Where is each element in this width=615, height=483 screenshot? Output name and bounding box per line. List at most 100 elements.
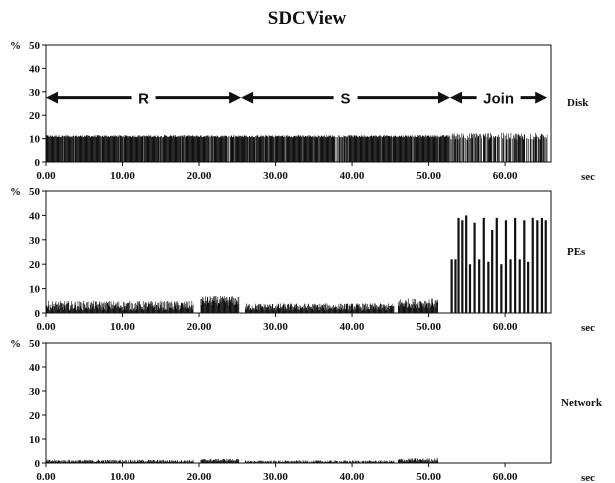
bar: [56, 137, 58, 162]
bar: [399, 300, 400, 313]
bar: [280, 303, 281, 313]
bar: [261, 307, 263, 313]
bar: [205, 137, 206, 162]
bar: [541, 133, 542, 162]
bar: [390, 461, 391, 463]
bar: [132, 461, 134, 463]
bar: [218, 461, 220, 463]
bar: [368, 137, 369, 162]
bar: [453, 133, 455, 162]
bar: [188, 135, 189, 162]
bar: [132, 461, 133, 463]
bar: [82, 137, 83, 162]
bar: [236, 301, 238, 313]
bar: [519, 137, 521, 162]
bar: [190, 309, 191, 313]
bar: [481, 138, 482, 162]
bar: [140, 136, 141, 162]
bar: [151, 460, 153, 463]
bar: [204, 136, 205, 162]
bar: [369, 137, 370, 162]
bar: [181, 303, 183, 313]
bar: [172, 136, 174, 162]
bar: [111, 462, 113, 463]
bar: [98, 309, 99, 313]
bar: [103, 136, 104, 162]
bar: [61, 136, 63, 162]
bar: [113, 301, 115, 313]
bar: [144, 136, 145, 162]
bar: [259, 137, 261, 162]
bar: [96, 301, 97, 313]
spike-bar: [465, 215, 468, 313]
bar: [218, 137, 220, 162]
bar: [201, 298, 203, 313]
bar: [117, 301, 118, 313]
bar: [68, 136, 69, 162]
bar: [135, 137, 137, 162]
bar: [180, 135, 182, 162]
bar: [400, 299, 401, 313]
bar: [116, 462, 117, 463]
bar: [302, 460, 304, 463]
bar: [162, 459, 164, 463]
bar: [277, 307, 279, 313]
bar: [93, 135, 95, 162]
bar: [437, 458, 438, 463]
bar: [419, 459, 420, 463]
bar: [102, 136, 104, 162]
spike-bar: [454, 259, 457, 313]
bar: [340, 137, 342, 162]
bar: [211, 461, 213, 463]
bar: [291, 460, 293, 463]
bar: [254, 137, 256, 162]
bar: [107, 136, 109, 162]
series-bars: [46, 458, 438, 463]
bar: [373, 135, 375, 162]
bar: [62, 303, 64, 313]
bar: [409, 136, 411, 162]
bar: [393, 305, 395, 313]
bar: [248, 306, 250, 313]
bar: [408, 298, 409, 313]
bar: [118, 301, 120, 313]
bar: [79, 459, 81, 463]
bar: [161, 136, 162, 162]
bar: [64, 136, 66, 162]
bar: [430, 136, 431, 162]
bar: [295, 303, 297, 313]
bar: [354, 135, 355, 162]
bar: [342, 462, 344, 463]
bar: [207, 461, 209, 463]
bar: [323, 310, 325, 313]
y-unit-label: %: [10, 186, 21, 198]
bar: [167, 462, 169, 463]
bar: [357, 303, 359, 313]
bar: [200, 135, 202, 162]
bar: [295, 135, 297, 162]
bar: [339, 303, 341, 313]
bar: [105, 303, 106, 313]
bar: [378, 461, 379, 463]
bar: [216, 460, 218, 463]
x-tick-label: 60.00: [493, 170, 518, 182]
bar: [311, 304, 313, 313]
bar: [328, 135, 329, 162]
bar: [427, 136, 429, 162]
bar: [432, 461, 434, 463]
bar: [356, 461, 358, 463]
bar: [46, 136, 47, 162]
bar: [246, 136, 248, 162]
bar: [329, 135, 331, 162]
bar: [66, 461, 68, 463]
bar: [299, 309, 300, 313]
bar: [392, 136, 394, 162]
bar: [209, 136, 211, 162]
y-tick-label: 50: [29, 40, 41, 52]
bar: [308, 303, 309, 313]
plot-frame: [45, 342, 552, 464]
bar: [115, 136, 117, 162]
bar: [314, 460, 316, 463]
bar: [430, 461, 431, 463]
bar: [175, 460, 177, 463]
